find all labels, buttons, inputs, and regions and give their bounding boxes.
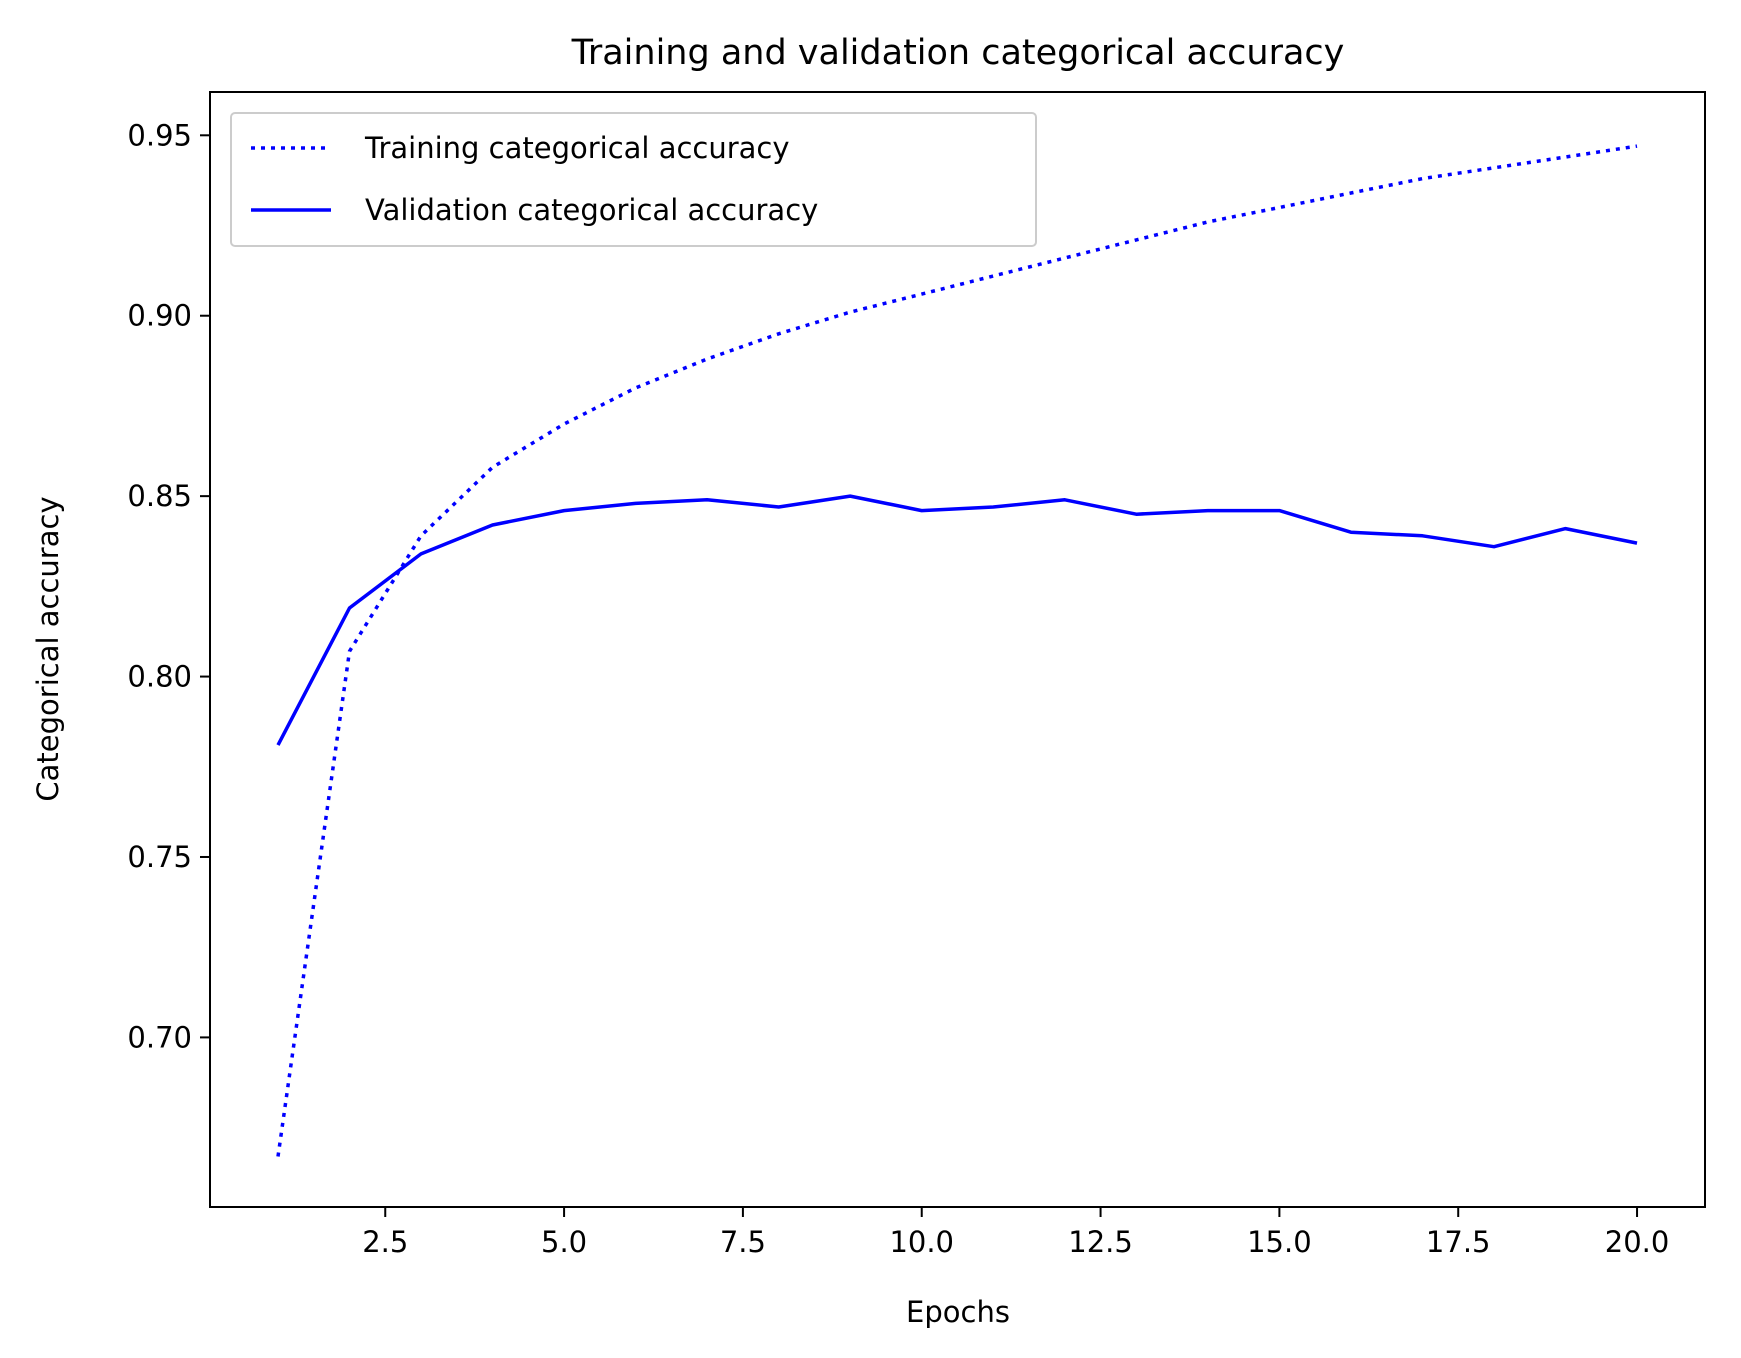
y-tick-label: 0.95 bbox=[127, 118, 192, 152]
y-tick-label: 0.70 bbox=[127, 1020, 192, 1054]
validation-accuracy-line bbox=[276, 494, 1638, 746]
legend-box bbox=[230, 112, 1037, 247]
y-tick-label: 0.80 bbox=[127, 660, 192, 694]
training-accuracy-line bbox=[276, 144, 1638, 1157]
y-axis-label: Categorical accuracy bbox=[31, 496, 65, 801]
y-tick-label: 0.75 bbox=[127, 840, 192, 874]
y-axis-ticks: 0.70 0.75 0.80 0.85 0.90 0.95 bbox=[127, 118, 210, 1054]
plot-area bbox=[209, 91, 1706, 1208]
y-tick-label: 0.85 bbox=[127, 479, 192, 513]
chart-title: Training and validation categorical accu… bbox=[571, 33, 1345, 73]
x-tick-label: 2.5 bbox=[362, 1225, 408, 1259]
x-tick-label: 7.5 bbox=[720, 1225, 766, 1259]
x-tick-label: 10.0 bbox=[889, 1225, 954, 1259]
legend-label: Training categorical accuracy bbox=[364, 131, 790, 165]
x-axis-label: Epochs bbox=[906, 1295, 1010, 1329]
legend-label: Validation categorical accuracy bbox=[365, 193, 818, 227]
y-tick-label: 0.90 bbox=[127, 299, 192, 333]
x-tick-label: 5.0 bbox=[541, 1225, 587, 1259]
x-tick-label: 12.5 bbox=[1068, 1225, 1133, 1259]
legend: Training categorical accuracy Validation … bbox=[230, 112, 1037, 247]
x-tick-label: 15.0 bbox=[1247, 1225, 1312, 1259]
x-axis-ticks: 2.5 5.0 7.5 10.0 12.5 15.0 17.5 20.0 bbox=[362, 1207, 1669, 1259]
x-tick-label: 20.0 bbox=[1605, 1225, 1670, 1259]
x-tick-label: 17.5 bbox=[1426, 1225, 1491, 1259]
series-layer bbox=[276, 144, 1638, 1157]
